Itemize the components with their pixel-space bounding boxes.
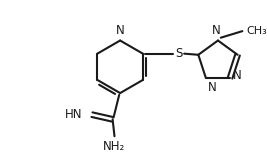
- Text: S: S: [175, 47, 182, 60]
- Text: N: N: [233, 70, 242, 82]
- Text: CH₃: CH₃: [246, 26, 267, 36]
- Text: N: N: [116, 24, 124, 37]
- Text: NH₂: NH₂: [103, 140, 125, 153]
- Text: N: N: [208, 81, 217, 94]
- Text: N: N: [212, 24, 221, 37]
- Text: HN: HN: [65, 108, 83, 121]
